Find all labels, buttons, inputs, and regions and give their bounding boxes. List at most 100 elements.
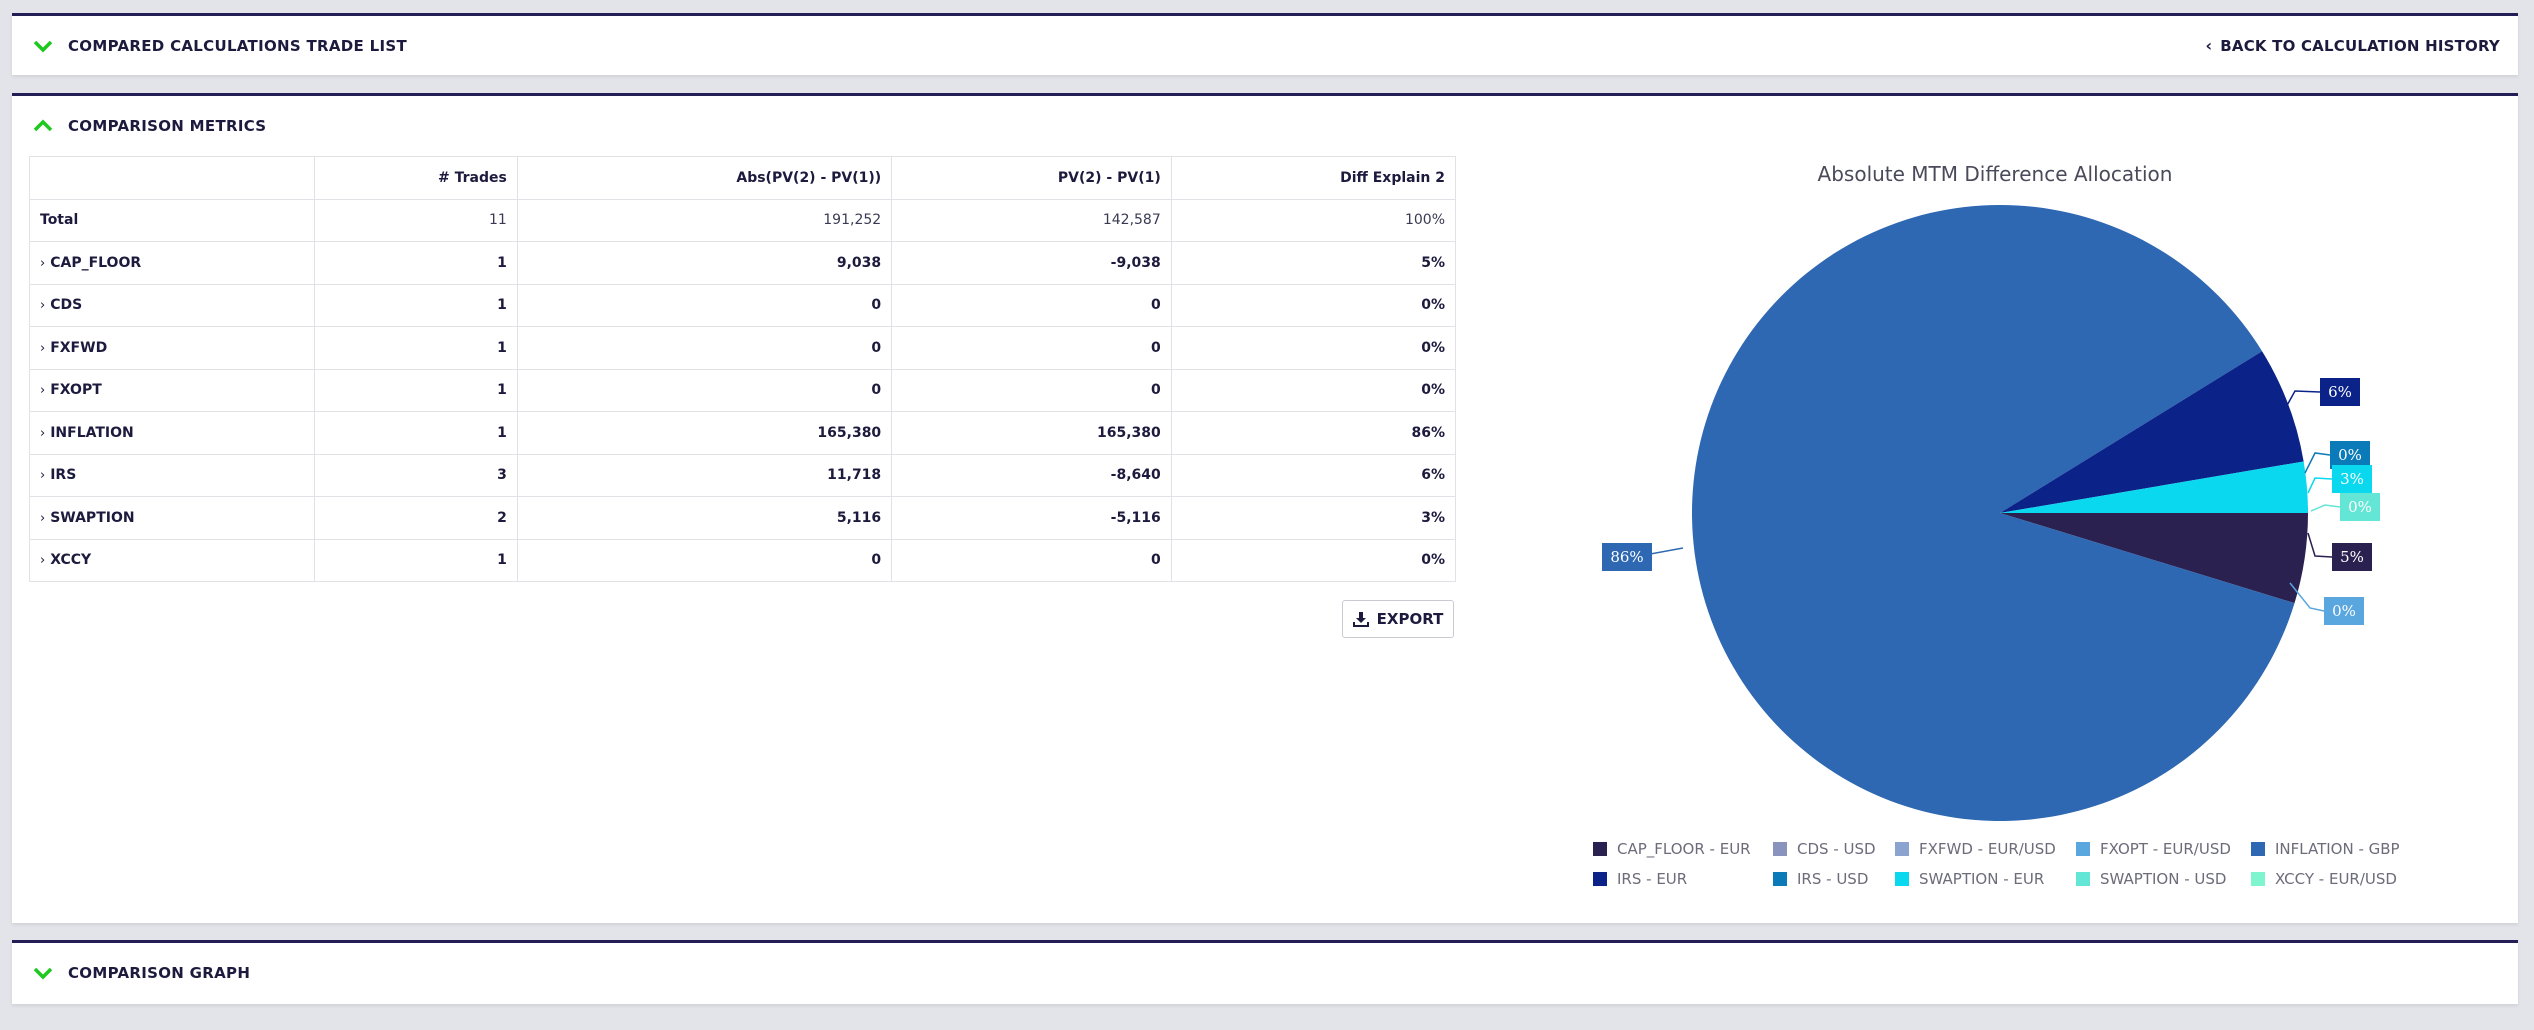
legend-item[interactable]: SWAPTION - USD (2076, 870, 2226, 888)
legend-item[interactable]: CAP_FLOOR - EUR (1593, 840, 1751, 858)
cell-diff: 142,587 (891, 198, 1172, 242)
comparison-metrics-header[interactable]: COMPARISON METRICS (12, 96, 2518, 156)
row-name-cell[interactable]: › CDS (29, 283, 315, 327)
table-row[interactable]: › CAP_FLOOR 1 9,038 -9,038 5% (29, 241, 1457, 285)
row-name: CDS (50, 297, 83, 314)
row-name-cell[interactable]: › FXFWD (29, 326, 315, 370)
column-header-abs-diff[interactable]: Abs(PV(2) - PV(1)) (516, 156, 893, 200)
row-name-cell[interactable]: › IRS (29, 453, 315, 497)
metrics-table: # Trades Abs(PV(2) - PV(1)) PV(2) - PV(1… (29, 156, 1457, 582)
legend-swatch (1773, 872, 1787, 886)
row-name-cell[interactable]: › SWAPTION (29, 496, 315, 540)
cell-diff: -5,116 (891, 496, 1172, 540)
table-header-row: # Trades Abs(PV(2) - PV(1)) PV(2) - PV(1… (29, 156, 1457, 200)
table-row[interactable]: › XCCY 1 0 0 0% (29, 538, 1457, 582)
column-header-diff-explain[interactable]: Diff Explain 2 (1170, 156, 1457, 200)
row-name-cell[interactable]: › FXOPT (29, 368, 315, 412)
pie-slice-cap-floor-eur[interactable] (2000, 513, 2308, 604)
table-row[interactable]: › CDS 1 0 0 0% (29, 283, 1457, 327)
legend-label: SWAPTION - USD (2100, 870, 2227, 888)
cell-diff: 0 (891, 368, 1172, 412)
data-label-fxopt-eur-usd: 0% (2289, 582, 2364, 625)
download-icon (1352, 612, 1369, 627)
legend-swatch (1895, 842, 1909, 856)
expand-caret-icon[interactable]: › (40, 468, 46, 484)
legend-label: XCCY - EUR/USD (2275, 870, 2397, 888)
export-button[interactable]: EXPORT (1342, 600, 1454, 638)
legend-label: IRS - USD (1797, 870, 1869, 888)
data-label-swaption-eur: 3% (2307, 465, 2372, 494)
chevron-left-icon: ‹ (2205, 36, 2213, 55)
legend-item[interactable]: FXFWD - EUR/USD (1895, 840, 2056, 858)
cell-trades: 11 (314, 198, 518, 242)
chevron-down-icon[interactable] (32, 966, 54, 980)
trade-list-panel: COMPARED CALCULATIONS TRADE LIST ‹ BACK … (12, 13, 2518, 75)
cell-diff: 0 (891, 283, 1172, 327)
expand-caret-icon[interactable]: › (40, 383, 46, 399)
comparison-graph-header[interactable]: COMPARISON GRAPH (12, 943, 2518, 1003)
expand-caret-icon[interactable]: › (40, 298, 46, 314)
row-name-cell[interactable]: › XCCY (29, 538, 315, 582)
expand-caret-icon[interactable]: › (40, 510, 46, 526)
cell-explain: 3% (1170, 496, 1457, 540)
column-header-diff[interactable]: PV(2) - PV(1) (891, 156, 1172, 200)
chart-area: Absolute MTM Difference Allocation 86% 6%… (1535, 153, 2495, 833)
legend-swatch (1895, 872, 1909, 886)
pie-slice-inflation-gbp[interactable] (1692, 204, 2295, 821)
legend-item[interactable]: INFLATION - GBP (2251, 840, 2400, 858)
expand-caret-icon[interactable]: › (40, 340, 46, 356)
column-header-trades[interactable]: # Trades (314, 156, 518, 200)
legend-item[interactable]: IRS - USD (1773, 870, 1868, 888)
pie-chart: 86% 6% 0% 3% 0% 5% 0% (1602, 204, 2380, 821)
legend-item[interactable]: FXOPT - EUR/USD (2076, 840, 2231, 858)
legend-label: CAP_FLOOR - EUR (1617, 840, 1751, 858)
expand-caret-icon[interactable]: › (40, 553, 46, 569)
legend-swatch (2251, 872, 2265, 886)
legend-item[interactable]: IRS - EUR (1593, 870, 1687, 888)
cell-abs: 0 (516, 283, 893, 327)
table-row[interactable]: › INFLATION 1 165,380 165,380 86% (29, 411, 1457, 455)
row-name: FXOPT (50, 382, 102, 399)
cell-trades: 1 (314, 411, 518, 455)
cell-explain: 5% (1170, 241, 1457, 285)
data-label-inflation-gbp: 86% (1602, 543, 1684, 571)
legend-item[interactable]: CDS - USD (1773, 840, 1876, 858)
legend-item[interactable]: SWAPTION - EUR (1895, 870, 2044, 888)
row-name: FXFWD (50, 339, 108, 356)
cell-explain: 100% (1170, 198, 1457, 242)
cell-diff: -8,640 (891, 453, 1172, 497)
chevron-up-icon[interactable] (32, 119, 54, 133)
cell-trades: 1 (314, 538, 518, 582)
legend-label: FXFWD - EUR/USD (1919, 840, 2056, 858)
legend-item[interactable]: XCCY - EUR/USD (2251, 870, 2397, 888)
row-name-cell[interactable]: › INFLATION (29, 411, 315, 455)
back-to-history-link[interactable]: ‹ BACK TO CALCULATION HISTORY (2205, 36, 2500, 55)
table-row-total: Total 11 191,252 142,587 100% (29, 198, 1457, 242)
cell-trades: 1 (314, 283, 518, 327)
legend-swatch (1593, 872, 1607, 886)
row-name: Total (29, 198, 315, 242)
table-row[interactable]: › FXFWD 1 0 0 0% (29, 326, 1457, 370)
table-row[interactable]: › SWAPTION 2 5,116 -5,116 3% (29, 496, 1457, 540)
row-name: INFLATION (50, 424, 134, 441)
pie-slice-swaption-eur[interactable] (2000, 461, 2308, 513)
expand-caret-icon[interactable]: › (40, 255, 46, 271)
data-label-text: 5% (2340, 548, 2364, 566)
table-row[interactable]: › IRS 3 11,718 -8,640 6% (29, 453, 1457, 497)
chevron-down-icon[interactable] (32, 39, 54, 53)
pie-slice-irs-eur[interactable] (2000, 351, 2304, 513)
back-link-label: BACK TO CALCULATION HISTORY (2220, 36, 2500, 55)
cell-explain: 0% (1170, 368, 1457, 412)
cell-trades: 3 (314, 453, 518, 497)
row-name: XCCY (50, 552, 92, 569)
trade-list-header[interactable]: COMPARED CALCULATIONS TRADE LIST (12, 16, 2518, 76)
cell-abs: 9,038 (516, 241, 893, 285)
legend-label: INFLATION - GBP (2275, 840, 2400, 858)
row-name-cell[interactable]: › CAP_FLOOR (29, 241, 315, 285)
legend-swatch (2076, 872, 2090, 886)
expand-caret-icon[interactable]: › (40, 425, 46, 441)
data-label-irs-eur: 6% (2279, 378, 2360, 419)
table-row[interactable]: › FXOPT 1 0 0 0% (29, 368, 1457, 412)
cell-diff: 0 (891, 538, 1172, 582)
cell-trades: 2 (314, 496, 518, 540)
